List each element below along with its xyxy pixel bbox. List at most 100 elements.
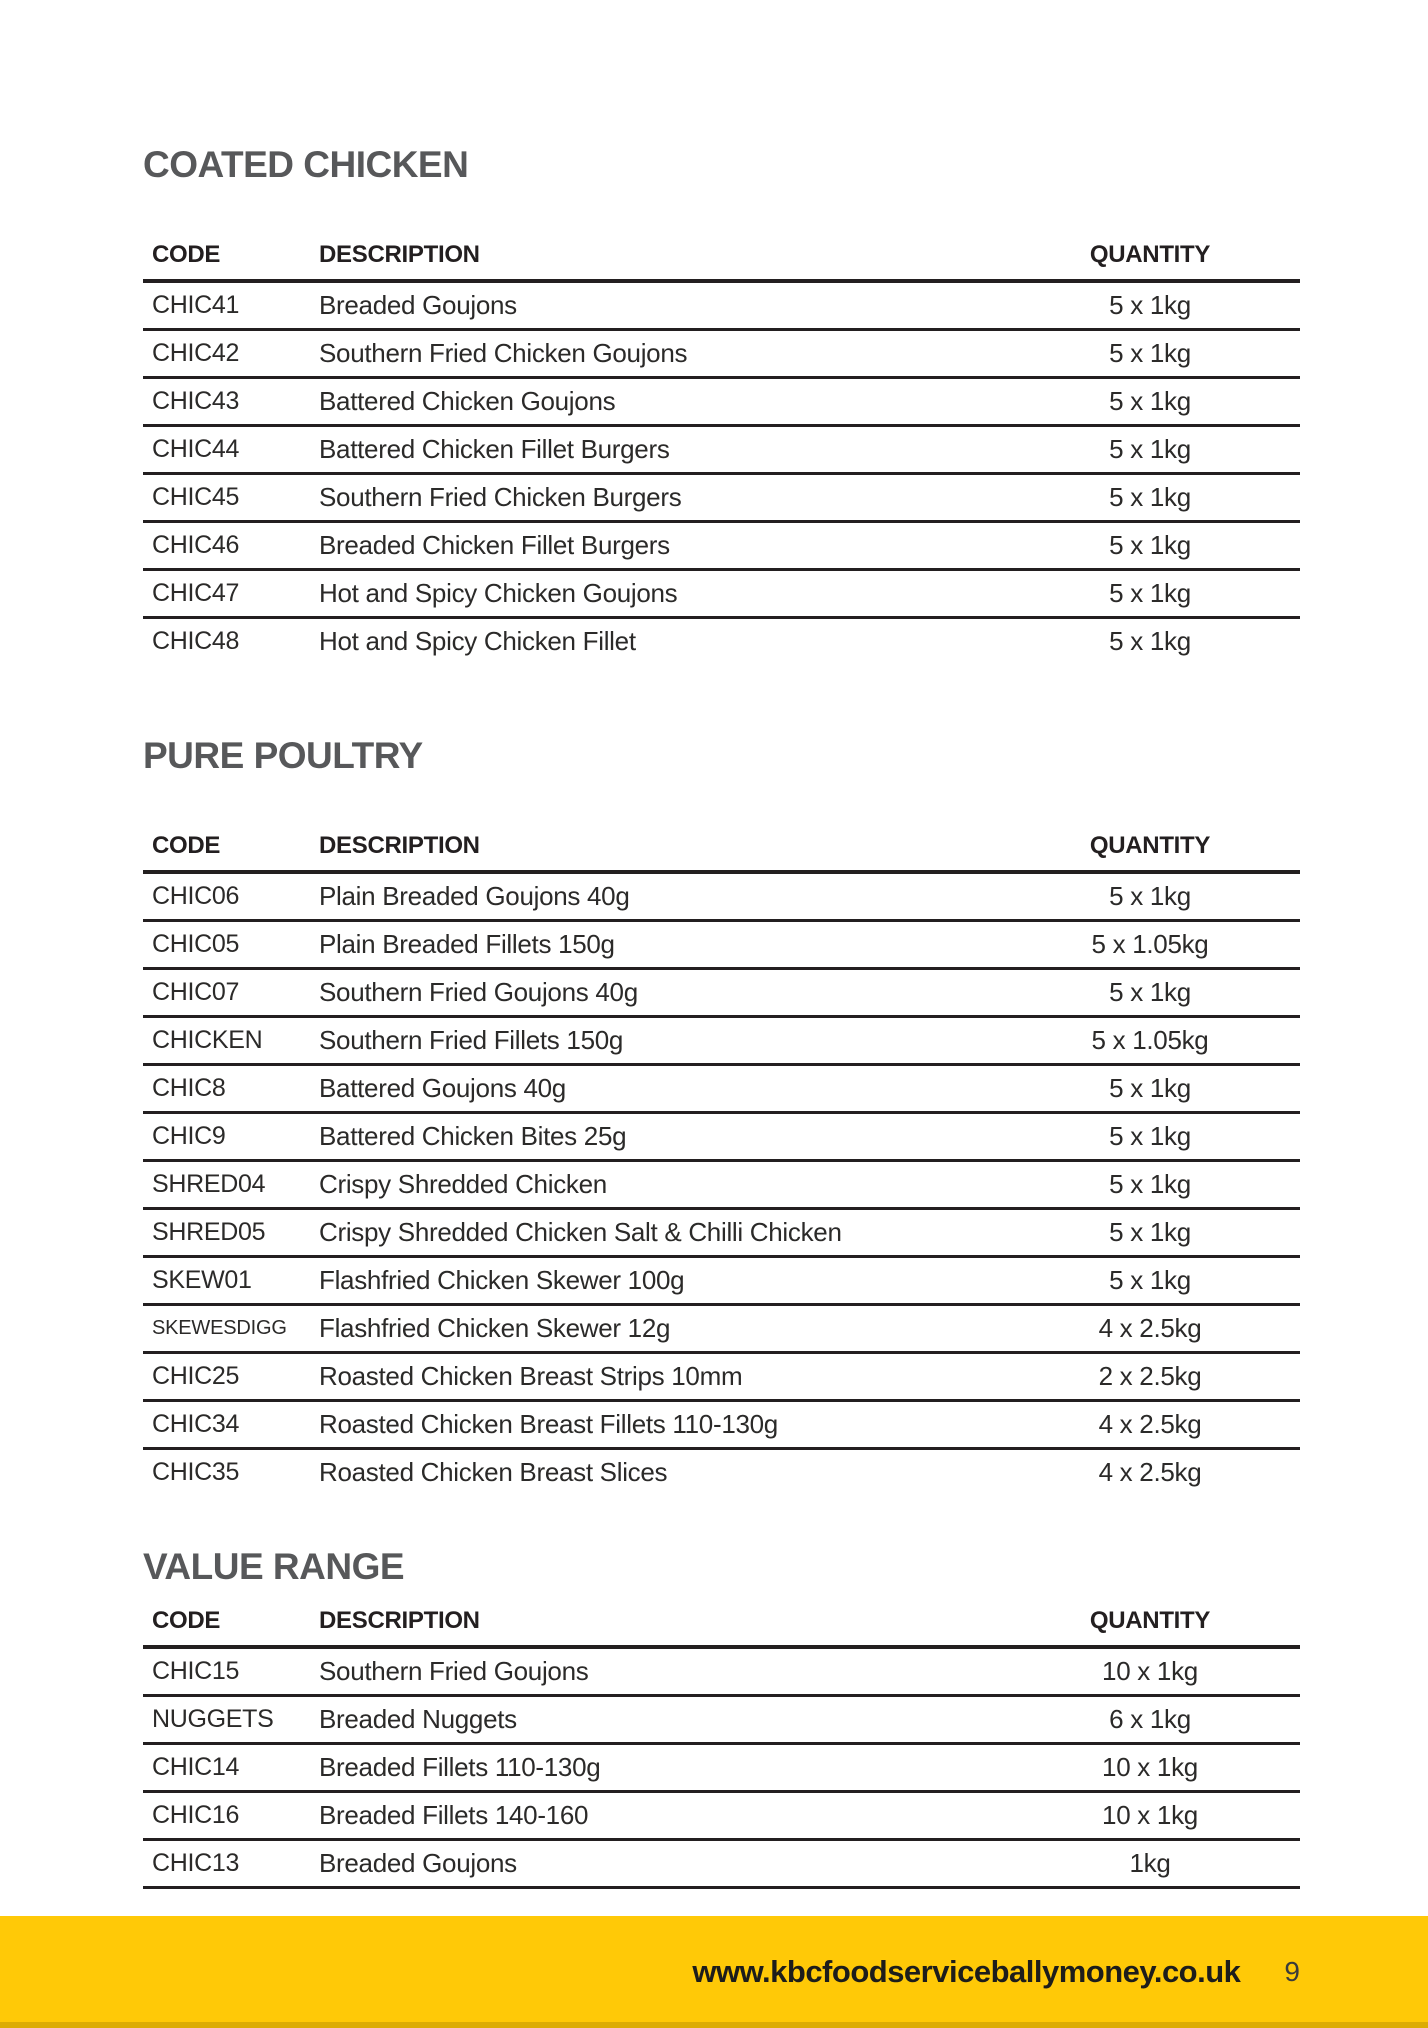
product-description: Breaded Goujons [319,1848,517,1878]
table-row: CHIC8 Battered Goujons 40g 5 x 1kg [143,1065,1300,1113]
product-code: CHIC45 [152,483,240,511]
product-description: Roasted Chicken Breast Fillets 110-130g [319,1409,778,1439]
product-code: CHIC13 [152,1849,240,1877]
product-code: CHIC06 [152,882,240,910]
catalog-section-coated-chicken: COATED CHICKEN CODE DESCRIPTION QUANTITY… [143,145,1300,664]
website-link[interactable]: www.kbcfoodserviceballymoney.co.uk [692,1954,1241,1989]
product-code: CHIC07 [152,978,240,1006]
column-header-description: DESCRIPTION [319,241,480,268]
product-description: Roasted Chicken Breast Slices [319,1457,668,1487]
product-quantity: 5 x 1kg [1109,881,1191,911]
product-quantity: 10 x 1kg [1102,1656,1198,1686]
product-description: Battered Goujons 40g [319,1073,566,1103]
product-description: Battered Chicken Bites 25g [319,1121,627,1151]
product-quantity: 10 x 1kg [1102,1752,1198,1782]
product-description: Plain Breaded Goujons 40g [319,881,630,911]
product-quantity: 2 x 2.5kg [1098,1361,1202,1391]
product-description: Southern Fried Goujons [319,1656,589,1686]
product-quantity: 1kg [1129,1848,1171,1878]
product-quantity: 4 x 2.5kg [1098,1313,1202,1343]
product-code: CHIC14 [152,1753,240,1781]
product-code: CHIC16 [152,1801,240,1829]
product-code: CHIC15 [152,1657,240,1685]
table-row: CHIC13 Breaded Goujons 1kg [143,1840,1300,1888]
product-description: Breaded Nuggets [319,1704,517,1734]
product-code: CHIC05 [152,930,240,958]
section-title: COATED CHICKEN [143,144,469,185]
table-row: SKEW01 Flashfried Chicken Skewer 100g 5 … [143,1257,1300,1305]
product-description: Crispy Shredded Chicken Salt & Chilli Ch… [319,1217,842,1247]
product-description: Battered Chicken Goujons [319,386,616,416]
product-description: Southern Fried Chicken Burgers [319,482,682,512]
table-row: SKEWESDIGG Flashfried Chicken Skewer 12g… [143,1305,1300,1353]
product-table: CODE DESCRIPTION QUANTITY CHIC41 Breaded… [143,235,1300,664]
product-code: CHIC8 [152,1074,226,1102]
product-quantity: 5 x 1kg [1109,626,1191,656]
product-code: SKEW01 [152,1266,252,1294]
table-row: CHIC14 Breaded Fillets 110-130g 10 x 1kg [143,1744,1300,1792]
product-code: SHRED04 [152,1170,266,1198]
product-code: CHIC34 [152,1410,240,1438]
table-row: CHIC07 Southern Fried Goujons 40g 5 x 1k… [143,969,1300,1017]
table-row: CHIC34 Roasted Chicken Breast Fillets 11… [143,1401,1300,1449]
product-description: Southern Fried Chicken Goujons [319,338,688,368]
product-table: CODE DESCRIPTION QUANTITY CHIC06 Plain B… [143,826,1300,1495]
column-header-quantity: QUANTITY [1089,241,1211,268]
table-header-row: CODE DESCRIPTION QUANTITY [143,1601,1300,1647]
table-row: CHIC35 Roasted Chicken Breast Slices 4 x… [143,1449,1300,1496]
table-row: CHIC06 Plain Breaded Goujons 40g 5 x 1kg [143,872,1300,921]
product-quantity: 5 x 1kg [1109,578,1191,608]
table-row: CHIC47 Hot and Spicy Chicken Goujons 5 x… [143,570,1300,618]
product-description: Roasted Chicken Breast Strips 10mm [319,1361,743,1391]
table-row: CHIC42 Southern Fried Chicken Goujons 5 … [143,330,1300,378]
product-code: CHIC43 [152,387,240,415]
product-quantity: 4 x 2.5kg [1098,1409,1202,1439]
table-row: CHIC45 Southern Fried Chicken Burgers 5 … [143,474,1300,522]
table-row: CHIC9 Battered Chicken Bites 25g 5 x 1kg [143,1113,1300,1161]
product-quantity: 5 x 1kg [1109,1073,1191,1103]
product-quantity: 5 x 1kg [1109,530,1191,560]
table-header-row: CODE DESCRIPTION QUANTITY [143,826,1300,872]
product-quantity: 5 x 1.05kg [1091,929,1209,959]
product-quantity: 10 x 1kg [1102,1800,1198,1830]
product-description: Breaded Goujons [319,290,517,320]
product-quantity: 5 x 1kg [1109,338,1191,368]
product-code: CHIC48 [152,627,240,655]
product-code: CHIC44 [152,435,240,463]
product-description: Breaded Fillets 110-130g [319,1752,601,1782]
product-quantity: 5 x 1kg [1109,1217,1191,1247]
column-header-quantity: QUANTITY [1089,1607,1211,1634]
product-quantity: 5 x 1kg [1109,1265,1191,1295]
product-quantity: 5 x 1kg [1109,1169,1191,1199]
product-quantity: 5 x 1kg [1109,434,1191,464]
product-quantity: 5 x 1kg [1109,482,1191,512]
product-quantity: 6 x 1kg [1109,1704,1191,1734]
product-quantity: 5 x 1kg [1109,290,1191,320]
product-quantity: 5 x 1kg [1109,386,1191,416]
table-row: CHIC05 Plain Breaded Fillets 150g 5 x 1.… [143,921,1300,969]
section-title: PURE POULTRY [143,735,423,776]
table-row: CHIC46 Breaded Chicken Fillet Burgers 5 … [143,522,1300,570]
table-row: NUGGETS Breaded Nuggets 6 x 1kg [143,1696,1300,1744]
product-code: CHIC42 [152,339,240,367]
section-title: VALUE RANGE [143,1546,405,1587]
table-row: CHIC44 Battered Chicken Fillet Burgers 5… [143,426,1300,474]
product-code: CHIC46 [152,531,240,559]
table-row: CHIC16 Breaded Fillets 140-160 10 x 1kg [143,1792,1300,1840]
table-row: CHIC43 Battered Chicken Goujons 5 x 1kg [143,378,1300,426]
product-quantity: 4 x 2.5kg [1098,1457,1202,1487]
product-description: Breaded Fillets 140-160 [319,1800,589,1830]
product-code: CHIC35 [152,1458,240,1486]
product-description: Southern Fried Fillets 150g [319,1025,624,1055]
product-code: CHIC41 [152,291,240,319]
product-description: Flashfried Chicken Skewer 100g [319,1265,685,1295]
table-row: SHRED04 Crispy Shredded Chicken 5 x 1kg [143,1161,1300,1209]
catalog-section-value-range: VALUE RANGE CODE DESCRIPTION QUANTITY CH… [143,1547,1300,1889]
table-row: CHIC15 Southern Fried Goujons 10 x 1kg [143,1647,1300,1696]
column-header-code: CODE [152,1607,221,1634]
table-row: CHIC25 Roasted Chicken Breast Strips 10m… [143,1353,1300,1401]
product-description: Hot and Spicy Chicken Fillet [319,626,636,656]
product-description: Hot and Spicy Chicken Goujons [319,578,678,608]
product-code: CHIC9 [152,1122,226,1150]
